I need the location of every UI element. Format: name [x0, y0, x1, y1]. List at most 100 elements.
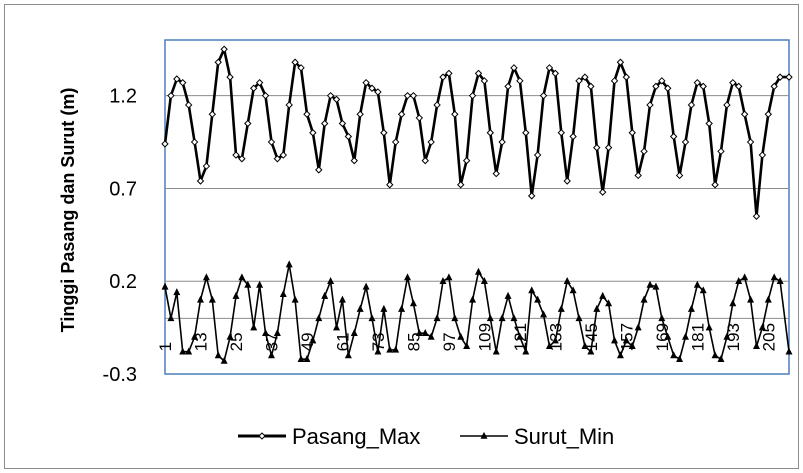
- data-point: [261, 91, 270, 100]
- data-point: [770, 82, 778, 91]
- data-point: [208, 295, 216, 303]
- data-point: [161, 140, 169, 148]
- data-point: [687, 101, 696, 109]
- data-point: [202, 162, 211, 170]
- data-point: [321, 291, 329, 299]
- data-point: [646, 101, 654, 109]
- x-tick-label: 181: [688, 323, 707, 351]
- legend-marker: [258, 432, 266, 440]
- data-point: [569, 132, 577, 141]
- series-Pasang_Max: [161, 45, 793, 220]
- data-point: [569, 286, 577, 294]
- data-point: [474, 267, 482, 275]
- data-point: [740, 110, 749, 118]
- data-point: [652, 82, 660, 91]
- data-point: [581, 73, 589, 81]
- data-point: [735, 277, 743, 285]
- data-point: [250, 323, 258, 331]
- data-point: [711, 351, 719, 359]
- data-point: [610, 77, 619, 85]
- data-point: [504, 291, 512, 299]
- legend-label: Surut_Min: [514, 424, 614, 449]
- data-point: [184, 101, 193, 109]
- data-point: [255, 78, 264, 87]
- data-point: [604, 143, 613, 152]
- data-point: [575, 314, 583, 322]
- data-point: [451, 110, 459, 118]
- data-point: [451, 314, 459, 322]
- data-point: [540, 310, 548, 318]
- data-point: [735, 82, 743, 91]
- data-point: [634, 171, 642, 180]
- data-point: [682, 332, 689, 340]
- data-point: [462, 156, 471, 165]
- data-point: [729, 299, 737, 307]
- data-point: [368, 314, 376, 322]
- y-axis-title: Tinggi Pasang dan Surut (m): [58, 88, 78, 333]
- data-point: [338, 295, 346, 303]
- data-point: [551, 336, 559, 344]
- data-point: [746, 138, 755, 146]
- data-point: [776, 277, 784, 285]
- data-point: [185, 347, 193, 355]
- y-tick-label: -0.3: [103, 364, 137, 386]
- data-point: [196, 177, 205, 185]
- data-point: [386, 181, 394, 189]
- data-point: [599, 291, 607, 299]
- data-point: [752, 341, 760, 349]
- series-Surut_Min: [161, 260, 793, 364]
- data-point: [232, 151, 240, 159]
- data-point: [539, 91, 548, 100]
- data-point: [498, 314, 506, 322]
- data-point: [764, 295, 772, 303]
- data-point: [350, 329, 358, 336]
- data-point: [333, 323, 341, 331]
- x-tick-label: 73: [369, 332, 388, 351]
- data-point: [433, 314, 441, 322]
- data-point: [386, 345, 394, 353]
- data-point: [279, 151, 288, 159]
- data-point: [315, 166, 323, 174]
- data-point: [445, 273, 453, 281]
- data-point: [427, 138, 435, 146]
- data-point: [392, 345, 400, 353]
- data-point: [770, 273, 778, 281]
- y-tick-labels: -0.3 0.2 0.7 1.2: [103, 86, 137, 386]
- data-point: [433, 101, 441, 109]
- data-point: [669, 132, 678, 141]
- data-point: [664, 84, 672, 92]
- data-point: [652, 282, 660, 290]
- data-point: [232, 291, 240, 299]
- data-point: [297, 64, 305, 72]
- data-point: [723, 101, 731, 109]
- data-point: [563, 177, 571, 185]
- x-tick-label: 97: [440, 332, 459, 351]
- data-point: [486, 129, 495, 137]
- data-point: [327, 277, 335, 285]
- data-point: [587, 347, 595, 355]
- data-point: [640, 147, 648, 156]
- data-point: [605, 299, 613, 307]
- data-point: [463, 341, 471, 349]
- data-point: [551, 69, 560, 78]
- data-point: [273, 329, 281, 336]
- data-point: [693, 280, 701, 288]
- data-point: [628, 129, 636, 137]
- data-point: [522, 129, 530, 137]
- y-tick-label: 1.2: [109, 86, 137, 108]
- data-point: [516, 332, 524, 340]
- legend: Pasang_Max Surut_Min: [238, 424, 614, 449]
- data-point: [226, 332, 234, 340]
- data-point: [362, 282, 370, 290]
- data-point: [421, 156, 429, 165]
- data-point: [634, 323, 642, 331]
- y-tick-label: 0.2: [109, 271, 137, 293]
- data-point: [398, 304, 406, 312]
- data-point: [741, 273, 749, 281]
- data-point: [256, 280, 264, 288]
- data-point: [291, 58, 299, 66]
- data-point: [161, 282, 169, 290]
- data-point: [675, 171, 684, 180]
- x-tick-label: 169: [653, 323, 672, 351]
- data-point: [468, 91, 477, 100]
